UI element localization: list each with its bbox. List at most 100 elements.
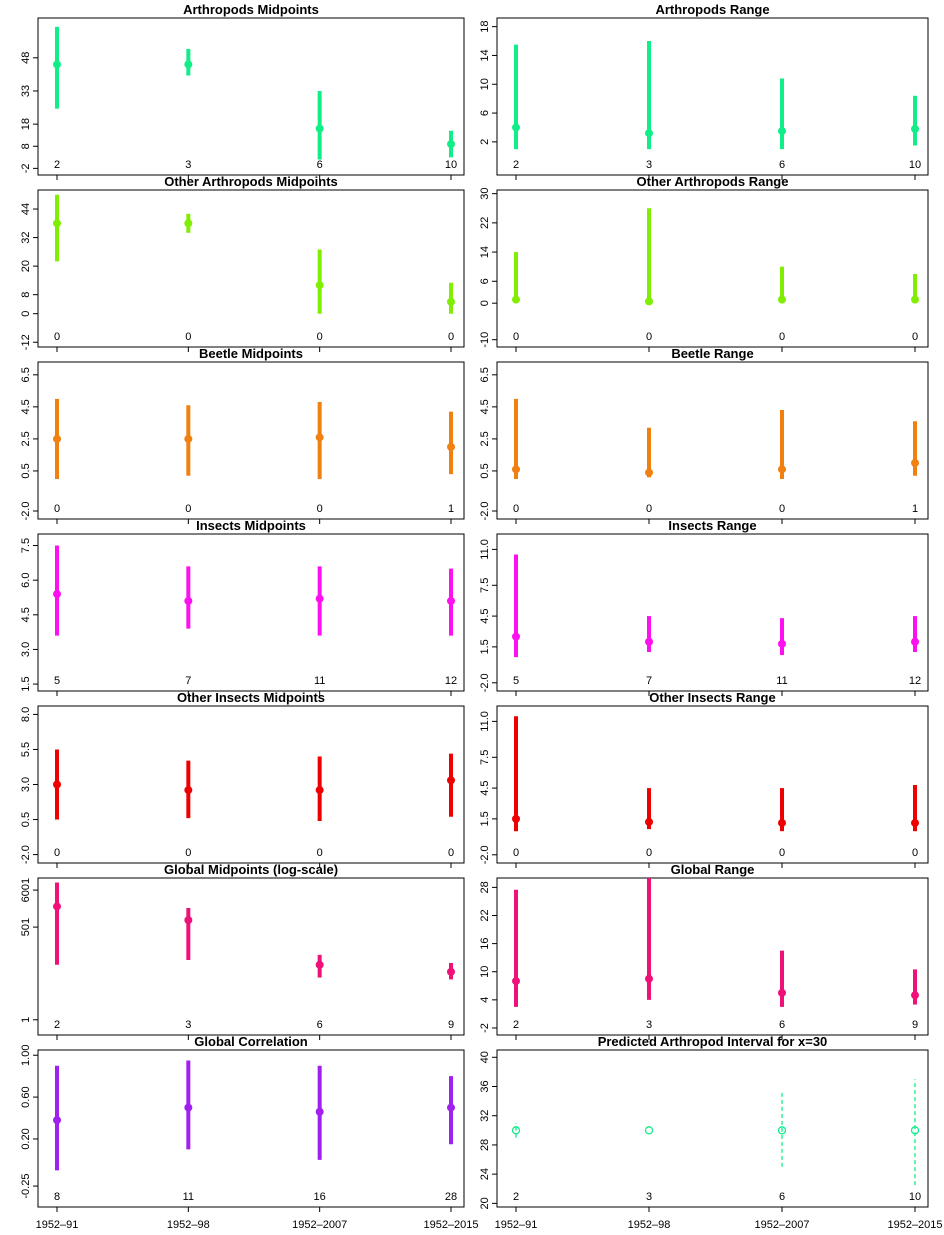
plot-frame — [496, 361, 929, 520]
midpoint — [910, 1126, 920, 1135]
midpoint — [53, 902, 61, 911]
midpoint — [315, 433, 324, 442]
y-tick-label: 8 — [20, 292, 32, 298]
count-label: 0 — [646, 503, 652, 515]
count-label: 6 — [317, 1019, 323, 1031]
midpoint — [184, 1103, 193, 1112]
y-tick-label: 0.20 — [20, 1128, 32, 1149]
y-tick-label: 28 — [479, 881, 491, 893]
y-tick-label: 2 — [479, 139, 491, 145]
y-tick-label: 0.5 — [479, 463, 491, 478]
y-tick-label: 5.5 — [20, 742, 32, 757]
count-label: 6 — [779, 1191, 785, 1203]
count-label: 10 — [909, 159, 921, 171]
plot-frame — [37, 705, 465, 864]
panel-title: Arthropods Midpoints — [183, 2, 319, 17]
count-label: 2 — [54, 159, 60, 171]
midpoint — [315, 124, 324, 133]
panel-title: Other Insects Range — [649, 690, 775, 705]
count-label: 0 — [317, 331, 323, 343]
midpoint — [512, 123, 520, 132]
y-tick-label: -2.0 — [479, 845, 491, 864]
panel: Beetle Midpoints -2.0 0.5 2.5 4.5 6.5 0 0 0 1 — [20, 346, 465, 524]
midpoint — [53, 60, 61, 69]
y-tick-label: -2.0 — [479, 502, 491, 521]
y-tick-label: 40 — [479, 1051, 491, 1063]
y-tick-label: 16 — [479, 937, 491, 949]
midpoint — [911, 458, 919, 467]
count-label: 0 — [185, 503, 191, 515]
panel-title: Other Insects Midpoints — [177, 690, 325, 705]
midpoint — [184, 916, 193, 925]
count-label: 5 — [54, 675, 60, 687]
midpoint — [447, 776, 455, 785]
y-tick-label: 0 — [479, 300, 491, 306]
y-tick-label: 11.0 — [479, 711, 491, 732]
y-tick-label: 7.5 — [479, 578, 491, 593]
panel-title: Beetle Range — [671, 346, 753, 361]
count-label: 0 — [513, 847, 519, 859]
midpoint — [512, 295, 520, 304]
midpoint — [778, 127, 786, 136]
y-tick-label: 20 — [20, 260, 32, 272]
panel-title: Beetle Midpoints — [199, 346, 303, 361]
count-label: 16 — [314, 1191, 326, 1203]
count-label: 0 — [448, 847, 454, 859]
midpoint — [447, 967, 455, 976]
y-tick-label: 1.5 — [479, 639, 491, 654]
y-tick-label: 44 — [20, 203, 32, 215]
x-tick-label: 1952–91 — [36, 1219, 79, 1230]
count-label: 0 — [646, 847, 652, 859]
count-label: 2 — [513, 159, 519, 171]
y-tick-label: 32 — [479, 1110, 491, 1122]
panel: Insects Midpoints 1.5 3.0 4.5 6.0 7.5 5 7 11 12 — [20, 518, 465, 696]
count-label: 11 — [183, 1191, 194, 1203]
plot-frame — [496, 877, 929, 1036]
midpoint — [53, 780, 61, 789]
y-tick-label: 6.5 — [479, 367, 491, 382]
count-label: 9 — [912, 1019, 918, 1031]
midpoint — [53, 1116, 61, 1125]
count-label: 3 — [646, 159, 652, 171]
midpoint — [911, 295, 919, 304]
plot-frame — [37, 533, 465, 692]
count-label: 10 — [909, 1191, 921, 1203]
y-tick-label: 36 — [479, 1080, 491, 1092]
midpoint — [184, 60, 193, 69]
panel-title: Other Arthropods Midpoints — [164, 174, 338, 189]
count-label: 8 — [54, 1191, 60, 1203]
count-label: 7 — [185, 675, 191, 687]
y-tick-label: -2.0 — [479, 673, 491, 692]
y-tick-label: 11.0 — [479, 539, 491, 560]
y-tick-label: 3.0 — [20, 777, 32, 792]
count-label: 1 — [912, 503, 918, 515]
midpoint — [184, 596, 193, 605]
y-tick-label: 30 — [479, 188, 491, 200]
count-label: 5 — [513, 675, 519, 687]
count-label: 12 — [909, 675, 921, 687]
midpoint — [53, 434, 61, 443]
y-tick-label: 48 — [20, 52, 32, 64]
panel: Arthropods Midpoints -2 8 18 33 48 2 3 6 10 — [20, 2, 465, 180]
midpoint — [778, 639, 786, 648]
panel-title: Global Range — [671, 862, 755, 877]
y-tick-label: 0.60 — [20, 1086, 32, 1107]
count-label: 0 — [317, 847, 323, 859]
y-tick-label: 1.00 — [20, 1045, 32, 1066]
x-tick-label: 1952–2015 — [887, 1219, 942, 1230]
count-label: 11 — [314, 675, 325, 687]
y-tick-label: 14 — [479, 49, 491, 61]
y-tick-label: 4.5 — [20, 399, 32, 414]
count-label: 0 — [912, 331, 918, 343]
y-tick-label: 2.5 — [20, 431, 32, 446]
x-tick-label: 1952–91 — [495, 1219, 538, 1230]
y-tick-label: 18 — [479, 21, 491, 33]
y-tick-label: 0.5 — [20, 812, 32, 827]
midpoint — [911, 124, 919, 133]
midpoint — [184, 434, 193, 443]
midpoint — [184, 219, 193, 228]
y-tick-label: 4.5 — [479, 780, 491, 795]
count-label: 10 — [445, 159, 457, 171]
count-label: 0 — [513, 503, 519, 515]
